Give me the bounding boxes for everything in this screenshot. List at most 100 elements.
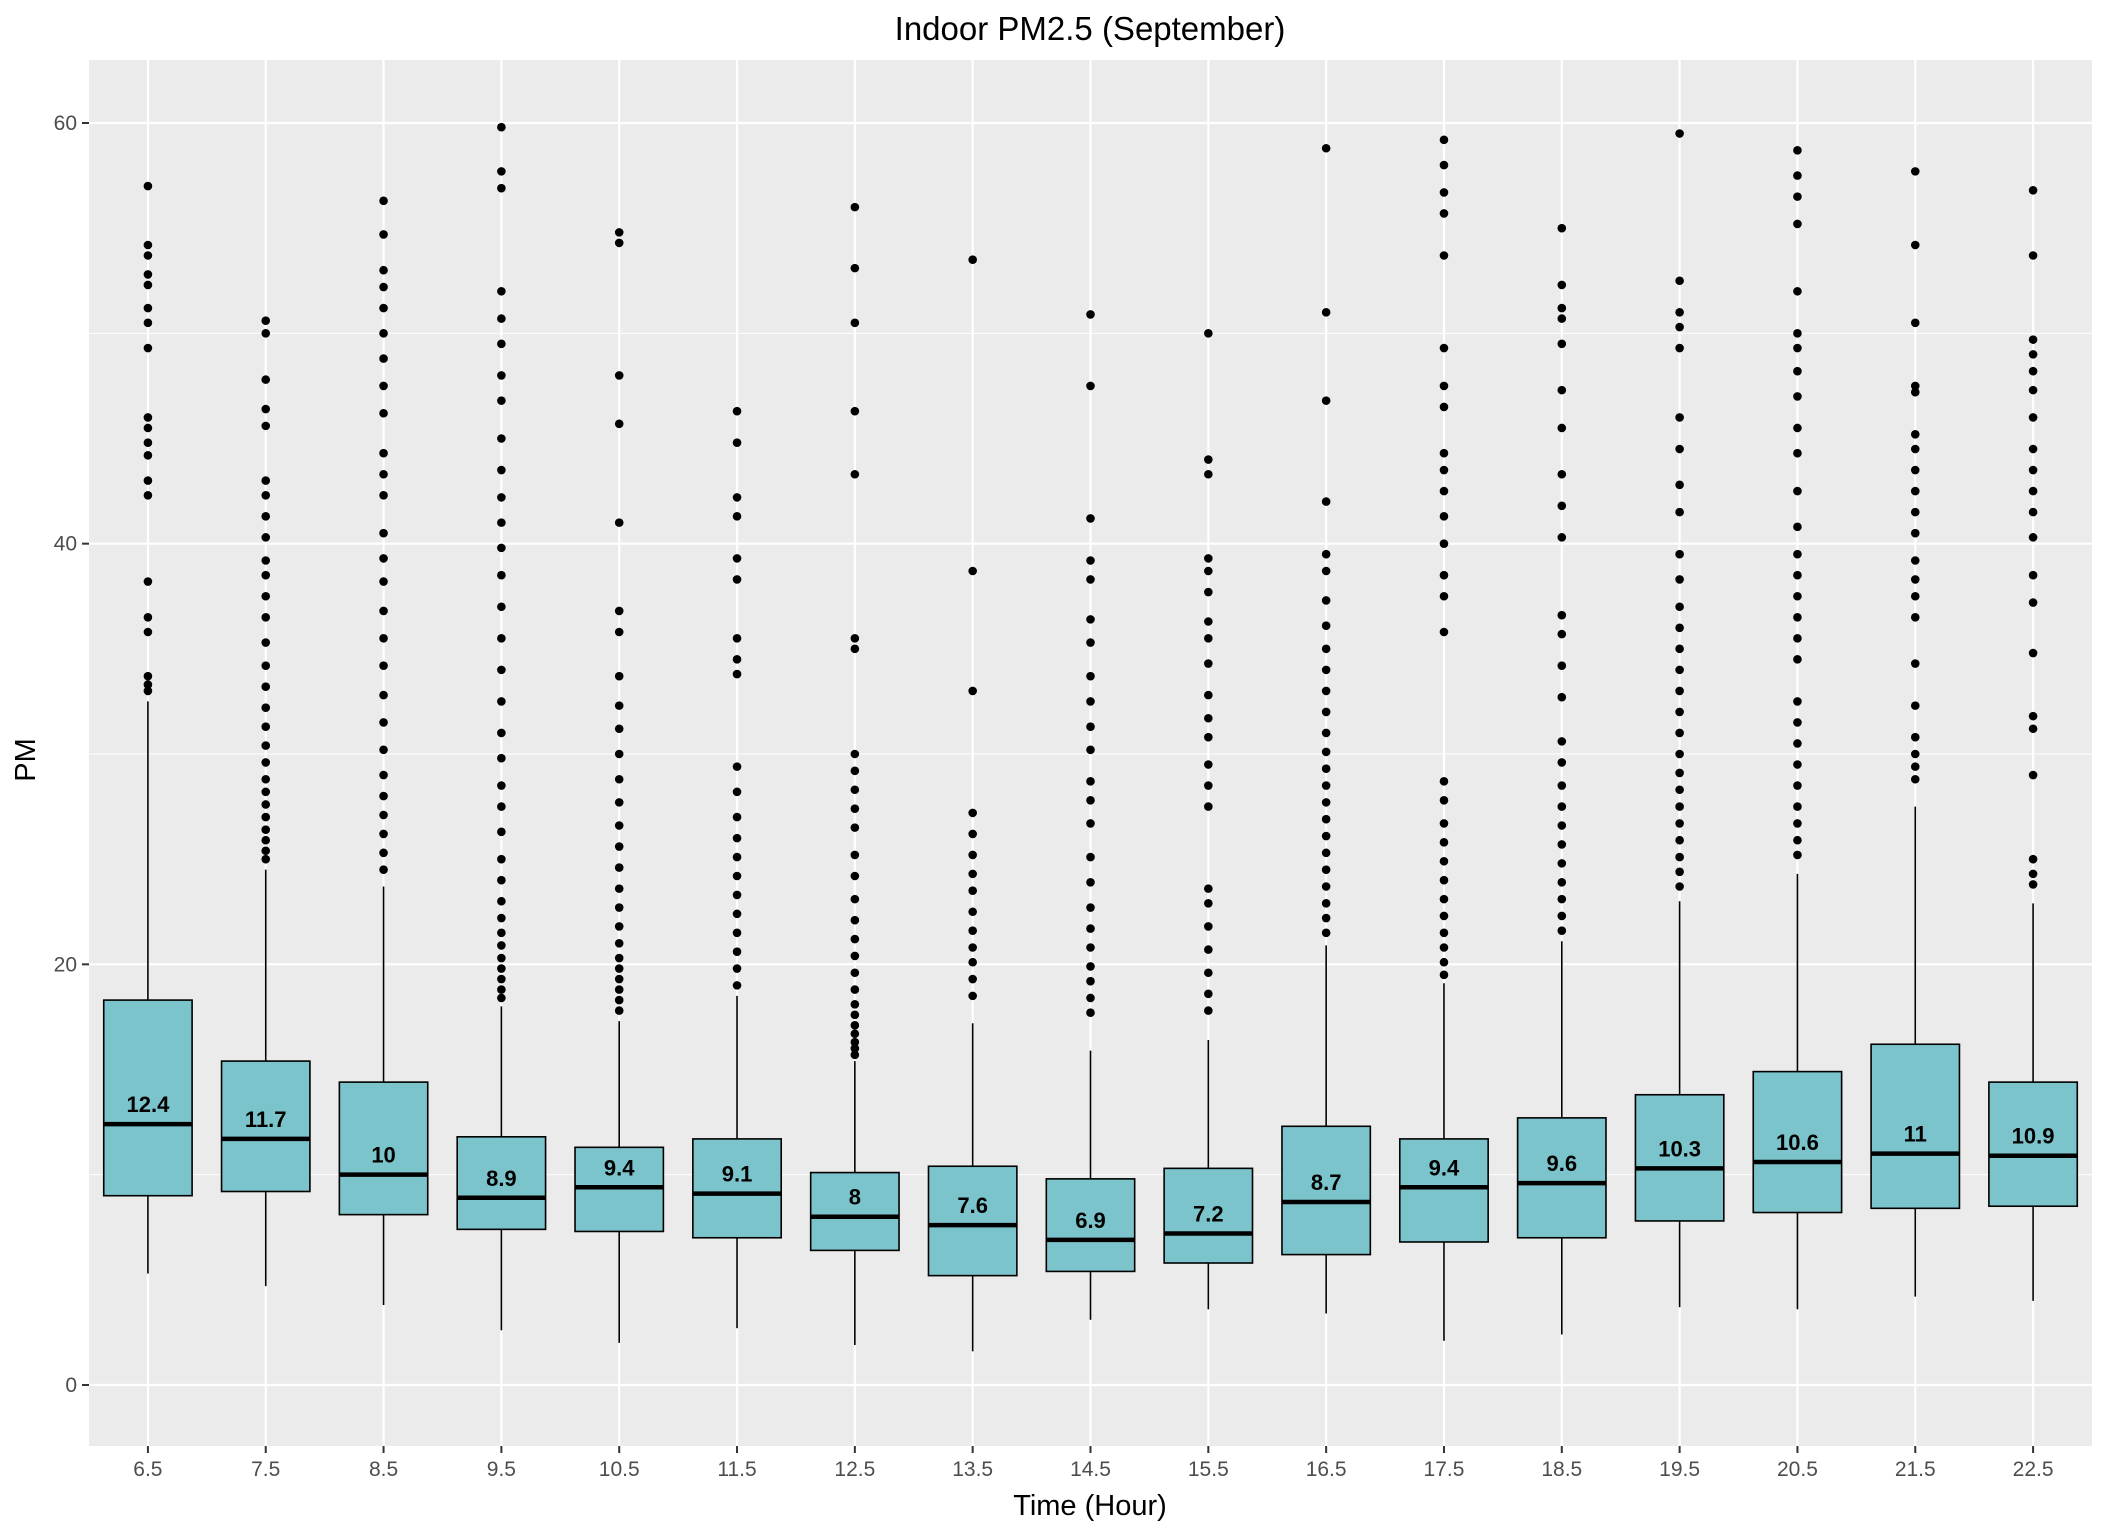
- outlier-point: [497, 434, 506, 443]
- median-label: 9.6: [1546, 1151, 1577, 1176]
- outlier-point: [497, 396, 506, 405]
- outlier-point: [261, 476, 271, 485]
- outlier-point: [1321, 831, 1331, 841]
- outlier-point: [732, 762, 742, 771]
- box-group: 10.6: [1752, 146, 1843, 1310]
- outlier-point: [1204, 781, 1213, 790]
- outlier-point: [1910, 612, 1920, 622]
- outlier-point: [1439, 943, 1449, 952]
- outlier-point: [1910, 774, 1920, 784]
- outlier-point: [850, 469, 860, 479]
- outlier-point: [614, 922, 624, 931]
- outlier-point: [2028, 648, 2038, 658]
- outlier-point: [1321, 747, 1331, 757]
- outlier-point: [968, 829, 977, 839]
- outlier-point: [379, 408, 388, 418]
- outlier-point: [850, 850, 860, 860]
- box-iqr: [1634, 1093, 1725, 1222]
- outlier-point: [1439, 135, 1449, 145]
- outlier-point: [1086, 310, 1095, 319]
- outlier-point: [261, 758, 271, 767]
- outlier-point: [850, 634, 860, 643]
- outlier-point: [1675, 413, 1684, 422]
- outlier-point: [968, 869, 977, 879]
- outlier-point: [850, 871, 860, 881]
- outlier-point: [379, 810, 388, 820]
- x-tick-label: 9.5: [487, 1458, 516, 1481]
- outlier-point: [732, 812, 742, 822]
- outlier-point: [1557, 629, 1567, 639]
- outlier-point: [1204, 922, 1213, 931]
- outlier-point: [614, 228, 624, 237]
- box-iqr: [1516, 1117, 1607, 1239]
- outlier-point: [1204, 732, 1213, 742]
- outlier-point: [143, 251, 153, 260]
- outlier-point: [1321, 707, 1331, 717]
- outlier-point: [1675, 749, 1684, 759]
- x-tick-label: 19.5: [1659, 1458, 1700, 1481]
- outlier-point: [1439, 894, 1449, 904]
- outlier-point: [1675, 549, 1684, 559]
- x-tick-label: 22.5: [2013, 1458, 2054, 1481]
- outlier-point: [968, 907, 977, 917]
- outlier-point: [1793, 802, 1802, 811]
- outlier-point: [732, 787, 742, 797]
- outlier-point: [1321, 644, 1331, 654]
- outlier-point: [1321, 865, 1331, 874]
- outlier-point: [1086, 722, 1095, 731]
- outlier-point: [497, 985, 506, 994]
- outlier-point: [1321, 798, 1331, 807]
- median-label: 8: [849, 1185, 861, 1210]
- outlier-point: [261, 800, 271, 809]
- x-tick-label: 8.5: [369, 1458, 398, 1481]
- outlier-point: [1086, 1008, 1095, 1018]
- x-tick-label: 18.5: [1541, 1458, 1582, 1481]
- outlier-point: [379, 577, 388, 586]
- y-tick-label: 40: [54, 533, 77, 556]
- outlier-point: [379, 848, 388, 858]
- outlier-point: [968, 957, 977, 967]
- outlier-point: [614, 863, 624, 872]
- outlier-point: [379, 448, 388, 458]
- outlier-point: [1793, 612, 1802, 622]
- outlier-point: [614, 238, 624, 248]
- outlier-point: [1086, 903, 1095, 912]
- outlier-point: [261, 375, 271, 384]
- outlier-point: [732, 634, 742, 643]
- outlier-point: [2028, 486, 2038, 496]
- outlier-point: [1439, 856, 1449, 866]
- outlier-point: [2028, 770, 2038, 780]
- outlier-point: [1675, 343, 1684, 353]
- median-label: 9.4: [1429, 1155, 1460, 1180]
- outlier-point: [1793, 655, 1802, 664]
- outlier-point: [614, 842, 624, 851]
- outlier-point: [1321, 913, 1331, 923]
- x-tick-label: 13.5: [952, 1458, 993, 1481]
- outlier-point: [2028, 366, 2038, 376]
- outlier-point: [1675, 835, 1684, 845]
- outlier-point: [1439, 188, 1449, 197]
- box-group: 7.2: [1163, 329, 1254, 1310]
- outlier-point: [1793, 781, 1802, 790]
- outlier-point: [1086, 575, 1095, 584]
- outlier-point: [1557, 911, 1567, 921]
- outlier-point: [1439, 402, 1449, 412]
- outlier-point: [261, 812, 271, 822]
- outlier-point: [379, 745, 388, 755]
- outlier-point: [850, 766, 860, 776]
- outlier-point: [2028, 413, 2038, 422]
- outlier-point: [850, 1044, 860, 1053]
- outlier-point: [2028, 507, 2038, 517]
- outlier-point: [497, 314, 506, 323]
- outlier-point: [850, 804, 860, 813]
- outlier-point: [968, 566, 977, 576]
- outlier-point: [261, 591, 271, 601]
- outlier-point: [1439, 448, 1449, 458]
- outlier-point: [261, 638, 271, 647]
- median-label: 10.3: [1658, 1136, 1701, 1161]
- outlier-point: [1086, 976, 1095, 986]
- outlier-point: [614, 606, 624, 616]
- x-tick-label: 17.5: [1424, 1458, 1465, 1481]
- outlier-point: [379, 606, 388, 616]
- box-group: 8.7: [1281, 143, 1372, 1314]
